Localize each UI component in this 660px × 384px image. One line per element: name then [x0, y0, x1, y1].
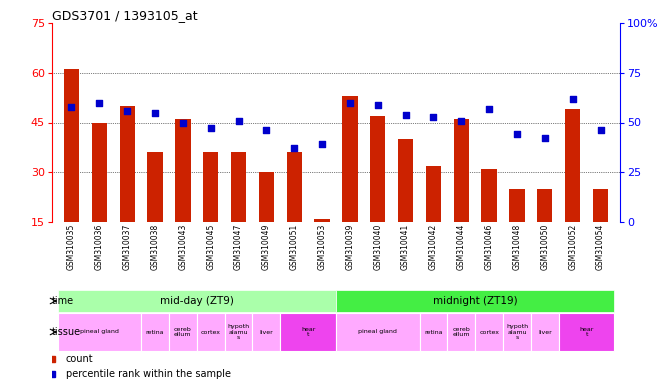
Bar [420, 313, 447, 351]
Bar [224, 313, 253, 351]
Text: cereb
ellum: cereb ellum [174, 327, 192, 338]
Point [568, 96, 578, 102]
Point [372, 101, 383, 108]
Bar [253, 313, 280, 351]
Bar [92, 122, 107, 272]
Text: GDS3701 / 1393105_at: GDS3701 / 1393105_at [52, 9, 197, 22]
Bar [503, 313, 531, 351]
Text: GSM310051: GSM310051 [290, 224, 299, 270]
Text: cortex: cortex [479, 329, 499, 334]
Text: GSM310040: GSM310040 [374, 224, 382, 270]
Text: retina: retina [424, 329, 443, 334]
Point [428, 113, 439, 119]
Text: GSM310044: GSM310044 [457, 224, 466, 270]
Text: count: count [65, 354, 93, 364]
Text: pineal gland: pineal gland [80, 329, 119, 334]
Point [345, 99, 355, 106]
Bar [64, 70, 79, 272]
Bar [286, 152, 302, 272]
Bar [259, 172, 274, 272]
Point [94, 99, 105, 106]
Bar [565, 109, 580, 272]
Text: mid-day (ZT9): mid-day (ZT9) [160, 296, 234, 306]
Bar [531, 313, 559, 351]
Bar [57, 313, 141, 351]
Text: retina: retina [146, 329, 164, 334]
Text: GSM310035: GSM310035 [67, 224, 76, 270]
Point [539, 135, 550, 141]
Point [595, 127, 606, 134]
Text: GSM310046: GSM310046 [484, 224, 494, 270]
Bar [141, 313, 169, 351]
Point [512, 131, 522, 137]
Point [233, 118, 244, 124]
Point [484, 106, 494, 112]
Text: pineal gland: pineal gland [358, 329, 397, 334]
Point [66, 104, 77, 110]
Text: GSM310049: GSM310049 [262, 224, 271, 270]
Bar [314, 218, 330, 272]
Bar [343, 96, 358, 272]
Text: GSM310054: GSM310054 [596, 224, 605, 270]
Bar [426, 166, 441, 272]
Bar [119, 106, 135, 272]
Point [122, 108, 133, 114]
Point [178, 119, 188, 126]
Bar [169, 313, 197, 351]
Text: hear
t: hear t [301, 327, 315, 338]
Text: liver: liver [538, 329, 552, 334]
Text: GSM310043: GSM310043 [178, 224, 187, 270]
Text: tissue: tissue [51, 327, 81, 337]
Bar [559, 313, 614, 351]
Text: GSM310038: GSM310038 [150, 224, 160, 270]
Point [289, 145, 300, 151]
Bar [280, 313, 336, 351]
Bar [203, 152, 218, 272]
Bar [537, 189, 552, 272]
Bar [57, 290, 336, 312]
Text: GSM310052: GSM310052 [568, 224, 577, 270]
Point [401, 111, 411, 118]
Text: GSM310036: GSM310036 [95, 224, 104, 270]
Bar [475, 313, 503, 351]
Text: GSM310053: GSM310053 [317, 224, 327, 270]
Text: hypoth
alamu
s: hypoth alamu s [506, 324, 528, 340]
Bar [147, 152, 162, 272]
Bar [398, 139, 413, 272]
Text: hear
t: hear t [579, 327, 594, 338]
Text: percentile rank within the sample: percentile rank within the sample [65, 369, 230, 379]
Point [261, 127, 272, 134]
Bar [197, 313, 224, 351]
Text: GSM310042: GSM310042 [429, 224, 438, 270]
Text: cereb
ellum: cereb ellum [452, 327, 470, 338]
Text: GSM310041: GSM310041 [401, 224, 410, 270]
Text: GSM310048: GSM310048 [512, 224, 521, 270]
Text: GSM310037: GSM310037 [123, 224, 132, 270]
Bar [231, 152, 246, 272]
Bar [510, 189, 525, 272]
Text: hypoth
alamu
s: hypoth alamu s [228, 324, 249, 340]
Bar [482, 169, 497, 272]
Point [205, 126, 216, 132]
Bar [336, 313, 420, 351]
Text: GSM310039: GSM310039 [345, 224, 354, 270]
Bar [336, 290, 614, 312]
Text: GSM310047: GSM310047 [234, 224, 243, 270]
Bar [593, 189, 608, 272]
Point [150, 109, 160, 116]
Text: time: time [51, 296, 73, 306]
Bar [453, 119, 469, 272]
Bar [447, 313, 475, 351]
Point [456, 118, 467, 124]
Bar [175, 119, 191, 272]
Point [317, 141, 327, 147]
Text: midnight (ZT19): midnight (ZT19) [433, 296, 517, 306]
Text: cortex: cortex [201, 329, 220, 334]
Bar [370, 116, 385, 272]
Text: GSM310050: GSM310050 [541, 224, 549, 270]
Text: liver: liver [259, 329, 273, 334]
Text: GSM310045: GSM310045 [206, 224, 215, 270]
